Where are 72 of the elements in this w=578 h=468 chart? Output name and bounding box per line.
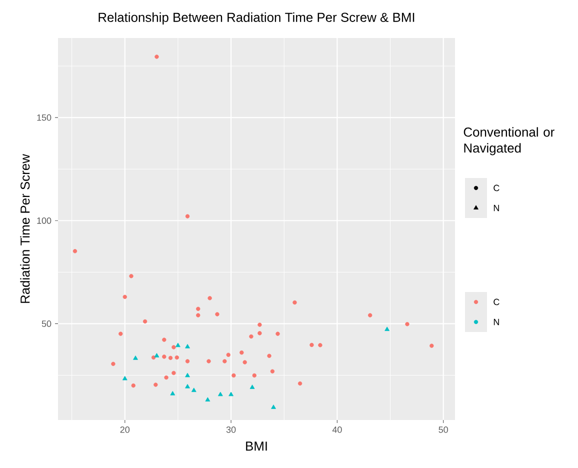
point: [122, 294, 127, 300]
point: [206, 359, 211, 364]
point: [250, 384, 255, 389]
point: [252, 373, 256, 378]
point: [185, 372, 190, 378]
point: [405, 322, 410, 326]
point: [298, 381, 302, 386]
legend-label: N: [494, 318, 499, 326]
point: [142, 319, 148, 324]
point: [310, 342, 314, 348]
point: [129, 274, 134, 278]
point: [72, 249, 78, 254]
point: [118, 332, 123, 336]
point: [162, 338, 166, 342]
point: [174, 355, 179, 360]
point: [172, 370, 176, 376]
point: [228, 392, 234, 396]
point: [258, 331, 262, 336]
point: [191, 388, 196, 392]
point: [154, 353, 160, 358]
point: [276, 332, 280, 336]
point: [222, 359, 227, 364]
chart-title: Relationship Between Radiation Time Per Screw & BMI: [98, 12, 414, 24]
point: [368, 313, 372, 318]
point: [168, 356, 173, 360]
y-tick-label: 50: [42, 320, 52, 327]
text: C: [494, 184, 500, 192]
point: [208, 296, 212, 300]
point: [154, 382, 158, 387]
point: [270, 369, 275, 374]
x-tick-label: 30: [226, 426, 236, 433]
point: [240, 350, 244, 355]
point: [218, 392, 223, 396]
legend-label: C: [494, 298, 500, 306]
point: [185, 344, 190, 348]
text: N: [494, 204, 499, 212]
point: [267, 354, 272, 358]
point: [162, 354, 166, 359]
y-axis-title: Radiation Time Per Screw: [20, 154, 30, 303]
x-tick-label: 40: [332, 426, 342, 433]
point: [292, 300, 297, 305]
point: [205, 397, 210, 402]
point: [185, 214, 190, 218]
y-tick-label: 150: [37, 114, 52, 121]
point: [122, 376, 128, 380]
point: [226, 352, 230, 357]
point: [384, 326, 390, 331]
point: [164, 375, 168, 380]
point: [154, 54, 159, 59]
point: [185, 384, 190, 388]
point: [172, 345, 176, 350]
point: [430, 344, 434, 348]
point: [111, 362, 116, 366]
point: [271, 404, 276, 409]
point: [318, 343, 322, 348]
x-tick-label: 20: [120, 426, 130, 433]
point: [131, 383, 136, 388]
y-tick-label: 100: [37, 217, 52, 224]
point: [196, 306, 200, 311]
point: [249, 334, 254, 339]
legend-title: Conventional or Navigated: [464, 127, 554, 156]
point: [196, 313, 200, 318]
point: [185, 359, 190, 364]
point: [176, 342, 180, 348]
point: [258, 322, 262, 327]
point: [133, 356, 138, 360]
x-axis-title: BMI: [246, 442, 267, 451]
x-tick-label: 50: [438, 426, 448, 433]
point: [242, 360, 247, 364]
point: [170, 391, 176, 396]
point: [215, 312, 220, 316]
point: [232, 373, 236, 378]
